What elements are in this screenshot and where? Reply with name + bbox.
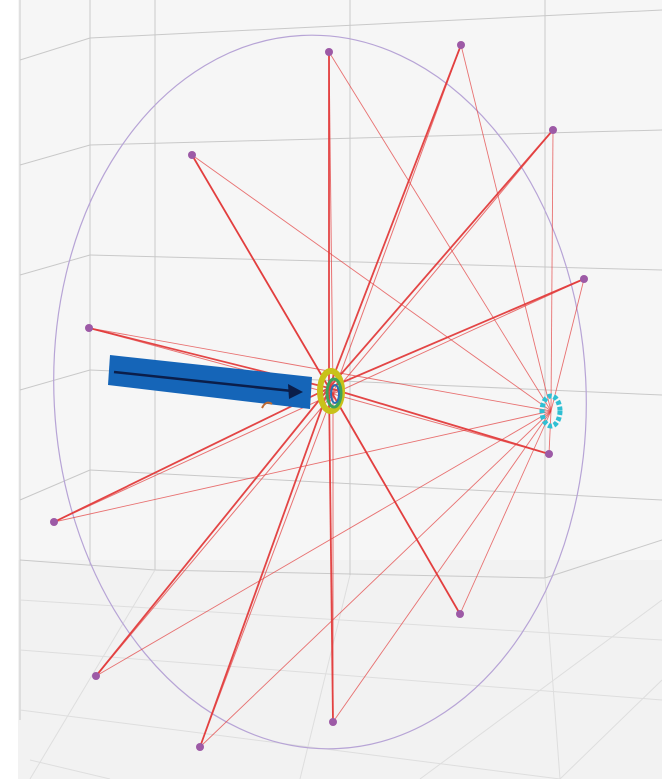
rim-nodes [50, 41, 588, 751]
spoke [328, 278, 585, 389]
spoke [95, 387, 330, 677]
spoke [550, 129, 554, 412]
spoke [332, 410, 552, 723]
spoke [332, 44, 462, 395]
spoke [191, 154, 552, 412]
rim-node [329, 718, 337, 726]
spoke [199, 393, 334, 748]
rim-node [325, 48, 333, 56]
rear-hub-ring-icon [539, 393, 563, 429]
force-arrow-icon [108, 355, 312, 409]
spoke [548, 410, 552, 455]
spoke [460, 44, 552, 412]
spoke [199, 410, 552, 748]
spoke [332, 129, 554, 395]
spoke [95, 393, 334, 677]
backdrop [18, 0, 662, 779]
rim-node [457, 41, 465, 49]
spoke [550, 278, 585, 412]
spoke [191, 154, 334, 395]
spoke [199, 387, 330, 748]
rim-node [580, 275, 588, 283]
spoke [332, 278, 585, 395]
spoke [95, 410, 552, 677]
spoke [332, 393, 550, 455]
rim-node [456, 610, 464, 618]
grid [19, 0, 662, 779]
rim-node [188, 151, 196, 159]
spokes [53, 44, 585, 748]
rim-node [85, 324, 93, 332]
rim-node [50, 518, 58, 526]
rim-node [549, 126, 557, 134]
front-hub-ring-icon [317, 368, 345, 414]
spoke [53, 393, 334, 523]
spoke [53, 410, 552, 523]
spoke [332, 393, 461, 615]
rim-node [196, 743, 204, 751]
spoke [53, 387, 330, 523]
rim-node [545, 450, 553, 458]
spoke [328, 129, 554, 389]
spoke [328, 387, 550, 455]
spoke [328, 44, 462, 389]
spoke [328, 51, 552, 412]
spoke [328, 387, 334, 723]
spoke [459, 410, 552, 615]
spoke [88, 327, 552, 412]
spoke [328, 51, 334, 395]
wheel-rim [53, 34, 587, 750]
rim-node [92, 672, 100, 680]
